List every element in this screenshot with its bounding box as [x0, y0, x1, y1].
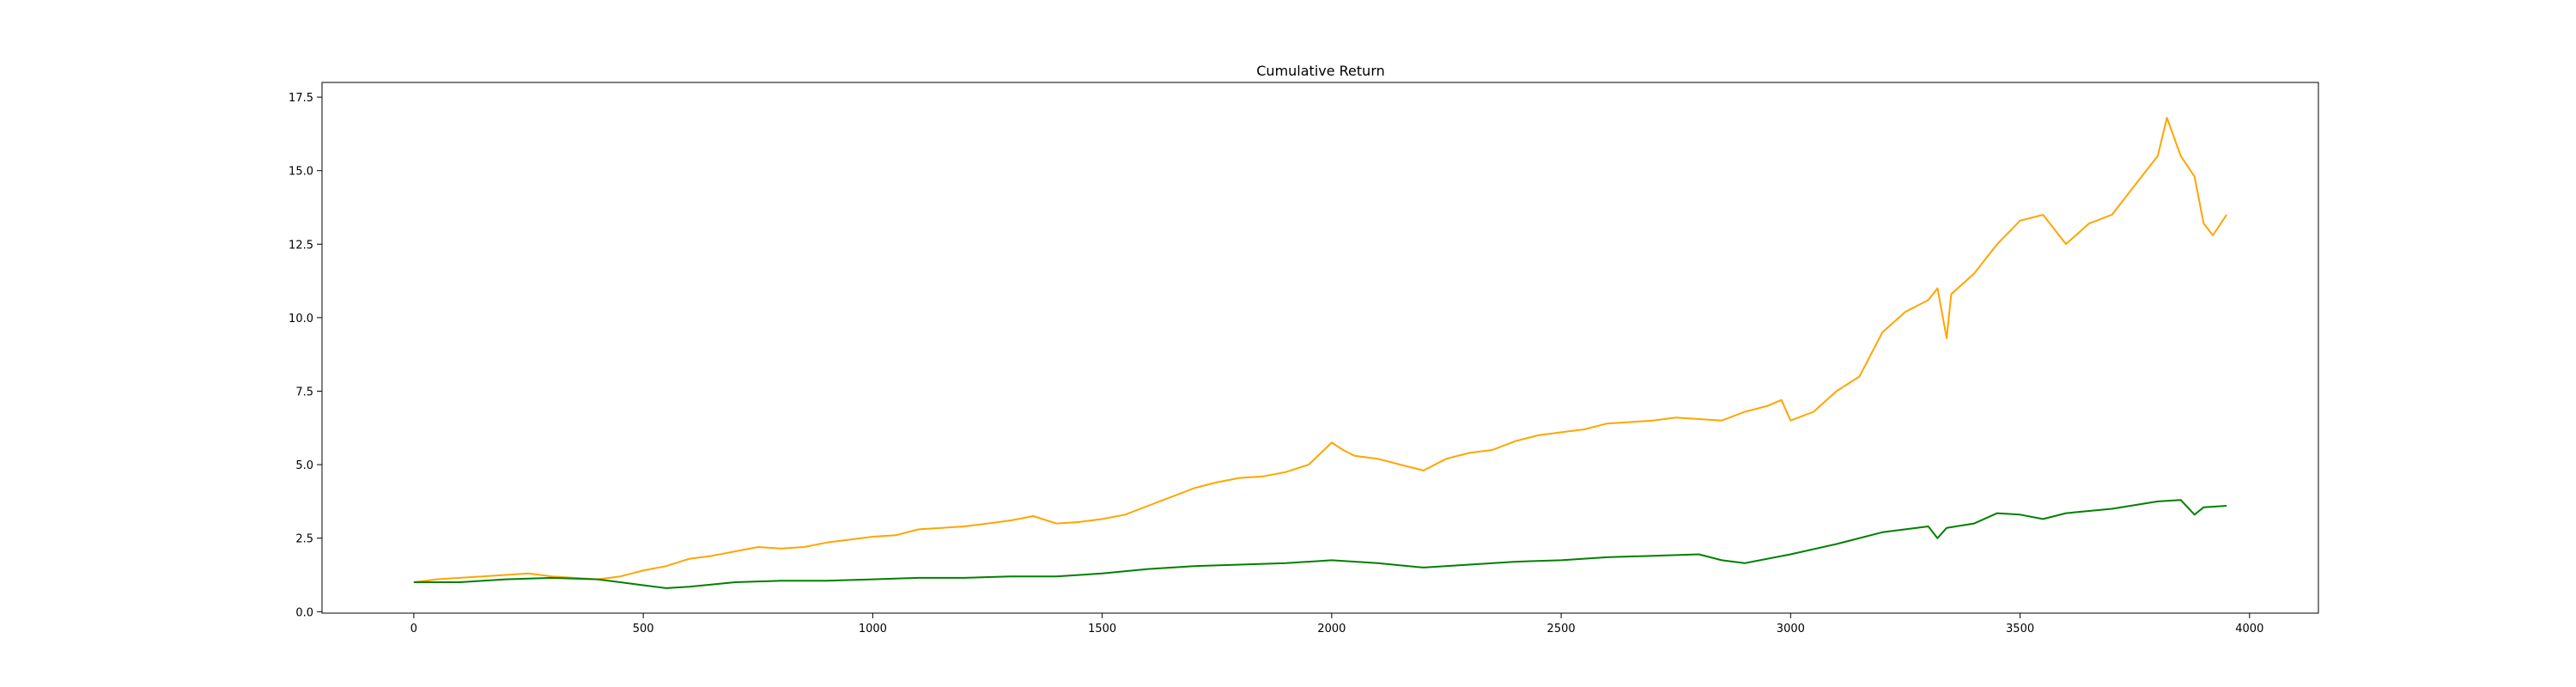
- y-tick-label: 17.5: [289, 92, 313, 105]
- x-axis: 0 500 1000 1500 2000 2500 3000 3500 4000: [410, 613, 2263, 635]
- y-tick-label: 15.0: [289, 166, 313, 179]
- x-tick-label: 4000: [2235, 623, 2263, 635]
- y-axis: 0.0 2.5 5.0 7.5 10.0 12.5 15.0 17.5: [289, 92, 322, 619]
- series-line-1: [413, 117, 2227, 583]
- y-tick-label: 7.5: [295, 386, 313, 399]
- x-tick-label: 3000: [1777, 623, 1805, 635]
- y-tick-label: 0.0: [295, 606, 313, 619]
- y-tick-label: 10.0: [289, 313, 313, 325]
- x-tick-label: 0: [410, 623, 417, 635]
- x-tick-label: 1000: [859, 623, 887, 635]
- x-tick-label: 500: [633, 623, 654, 635]
- x-tick-label: 2000: [1317, 623, 1346, 635]
- series-layer: [413, 117, 2227, 589]
- x-tick-label: 3500: [2006, 623, 2034, 635]
- plot-frame: [321, 82, 2319, 614]
- x-tick-label: 2500: [1547, 623, 1576, 635]
- y-tick-label: 2.5: [295, 533, 313, 546]
- series-line-2: [413, 499, 2227, 589]
- x-tick-label: 1500: [1088, 623, 1116, 635]
- y-tick-label: 12.5: [289, 239, 313, 252]
- y-tick-label: 5.0: [295, 459, 313, 472]
- chart-title: Cumulative Return: [1256, 63, 1385, 79]
